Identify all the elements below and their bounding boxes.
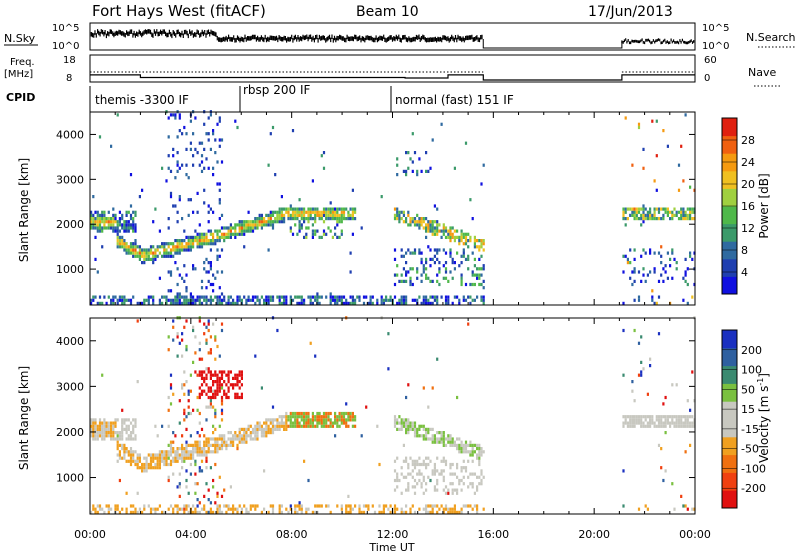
power-colorbar-label: Power [dB] bbox=[757, 173, 771, 238]
colorbar-tick-label: 200 bbox=[741, 344, 762, 357]
power-colorbar: 4 8 12 16 20 24 28 bbox=[721, 117, 755, 295]
nsky-tick-bottom: 10^0 bbox=[52, 41, 79, 52]
title: Fort Hays West (fitACF) bbox=[92, 2, 266, 20]
nave-label: Nave bbox=[748, 66, 776, 79]
nsearch-tick-top: 10^5 bbox=[702, 23, 729, 34]
velocity-ylabel: Slant Range [km] bbox=[17, 366, 31, 470]
x-tick-label: 16:00 bbox=[477, 528, 509, 541]
colorbar-tick-label: -200 bbox=[741, 482, 766, 495]
cpid-segment-normal: normal (fast) 151 IF bbox=[395, 93, 514, 107]
velocity-colorbar-label: Velocity [m s-1] bbox=[756, 373, 771, 463]
x-tick-label: 12:00 bbox=[377, 528, 409, 541]
power-panel: 1000 2000 3000 4000 bbox=[56, 110, 696, 306]
nsearch-tick-bottom: 10^0 bbox=[702, 41, 729, 52]
freq-unit: [MHz] bbox=[4, 69, 33, 80]
power-ylabel: Slant Range [km] bbox=[17, 158, 31, 262]
nave-tick-bottom: 0 bbox=[704, 73, 710, 84]
power-heatmap-cells bbox=[90, 110, 696, 305]
xlabel: Time UT bbox=[368, 541, 414, 554]
colorbar-tick-label: 15 bbox=[741, 403, 755, 416]
time-axis-labels: 00:00 04:00 08:00 12:00 16:00 20:00 00:00 bbox=[74, 528, 711, 541]
colorbar-tick-label: -50 bbox=[741, 443, 759, 456]
freq-strip-frame bbox=[89, 54, 696, 83]
colorbar-tick-label: 4 bbox=[741, 266, 748, 279]
velocity-x-ticks bbox=[89, 318, 696, 514]
power-x-ticks bbox=[89, 112, 696, 305]
y-tick-label: 3000 bbox=[56, 380, 84, 393]
colorbar-tick-label: 8 bbox=[741, 244, 748, 257]
velocity-colorbar: -200 -100 -50 -15 15 50 100 200 bbox=[721, 329, 766, 509]
colorbar-tick-label: 20 bbox=[741, 178, 755, 191]
cpid-label: CPID bbox=[6, 91, 35, 104]
beam-label: Beam 10 bbox=[356, 4, 419, 20]
nsearch-label: N.Search bbox=[746, 31, 796, 44]
colorbar-tick-label: 12 bbox=[741, 222, 755, 235]
velocity-y-ticks: 1000 2000 3000 4000 bbox=[56, 335, 695, 485]
y-tick-label: 4000 bbox=[56, 128, 84, 141]
freq-tick-top: 18 bbox=[63, 55, 76, 66]
colorbar-tick-label: 50 bbox=[741, 383, 755, 396]
x-tick-label: 08:00 bbox=[276, 528, 308, 541]
colorbar-tick-label: -15 bbox=[741, 423, 759, 436]
nave-tick-top: 60 bbox=[704, 55, 717, 66]
colorbar-tick-label: 24 bbox=[741, 156, 755, 169]
colorbar-tick-label: -100 bbox=[741, 462, 766, 475]
x-tick-label: 04:00 bbox=[175, 528, 207, 541]
freq-trace bbox=[90, 71, 695, 81]
cpid-bar: themis -3300 IF rbsp 200 IF normal (fast… bbox=[89, 83, 514, 112]
colorbar-tick-label: 100 bbox=[741, 364, 762, 377]
nsky-tick-top: 10^5 bbox=[52, 23, 79, 34]
velocity-panel: 1000 2000 3000 4000 bbox=[56, 316, 696, 515]
freq-tick-bottom: 8 bbox=[66, 73, 72, 84]
y-tick-label: 2000 bbox=[56, 218, 84, 231]
date-label: 17/Jun/2013 bbox=[588, 4, 673, 20]
x-tick-label: 00:00 bbox=[74, 528, 106, 541]
y-tick-label: 1000 bbox=[56, 472, 84, 485]
x-tick-label: 20:00 bbox=[578, 528, 610, 541]
y-tick-label: 4000 bbox=[56, 335, 84, 348]
cpid-segment-rbsp: rbsp 200 IF bbox=[243, 83, 310, 97]
colorbar-tick-label: 16 bbox=[741, 200, 755, 213]
colorbar-tick-label: 28 bbox=[741, 134, 755, 147]
cpid-segment-themis: themis -3300 IF bbox=[95, 93, 189, 107]
nsky-label: N.Sky bbox=[4, 32, 36, 45]
y-tick-label: 1000 bbox=[56, 263, 84, 276]
y-tick-label: 2000 bbox=[56, 426, 84, 439]
freq-label: Freq. bbox=[10, 57, 35, 68]
velocity-heatmap-cells bbox=[90, 316, 696, 514]
nsky-strip-frame bbox=[89, 22, 696, 51]
y-tick-label: 3000 bbox=[56, 173, 84, 186]
x-tick-label: 00:00 bbox=[679, 528, 711, 541]
power-y-ticks: 1000 2000 3000 4000 bbox=[56, 128, 695, 276]
nsky-trace bbox=[90, 29, 695, 49]
